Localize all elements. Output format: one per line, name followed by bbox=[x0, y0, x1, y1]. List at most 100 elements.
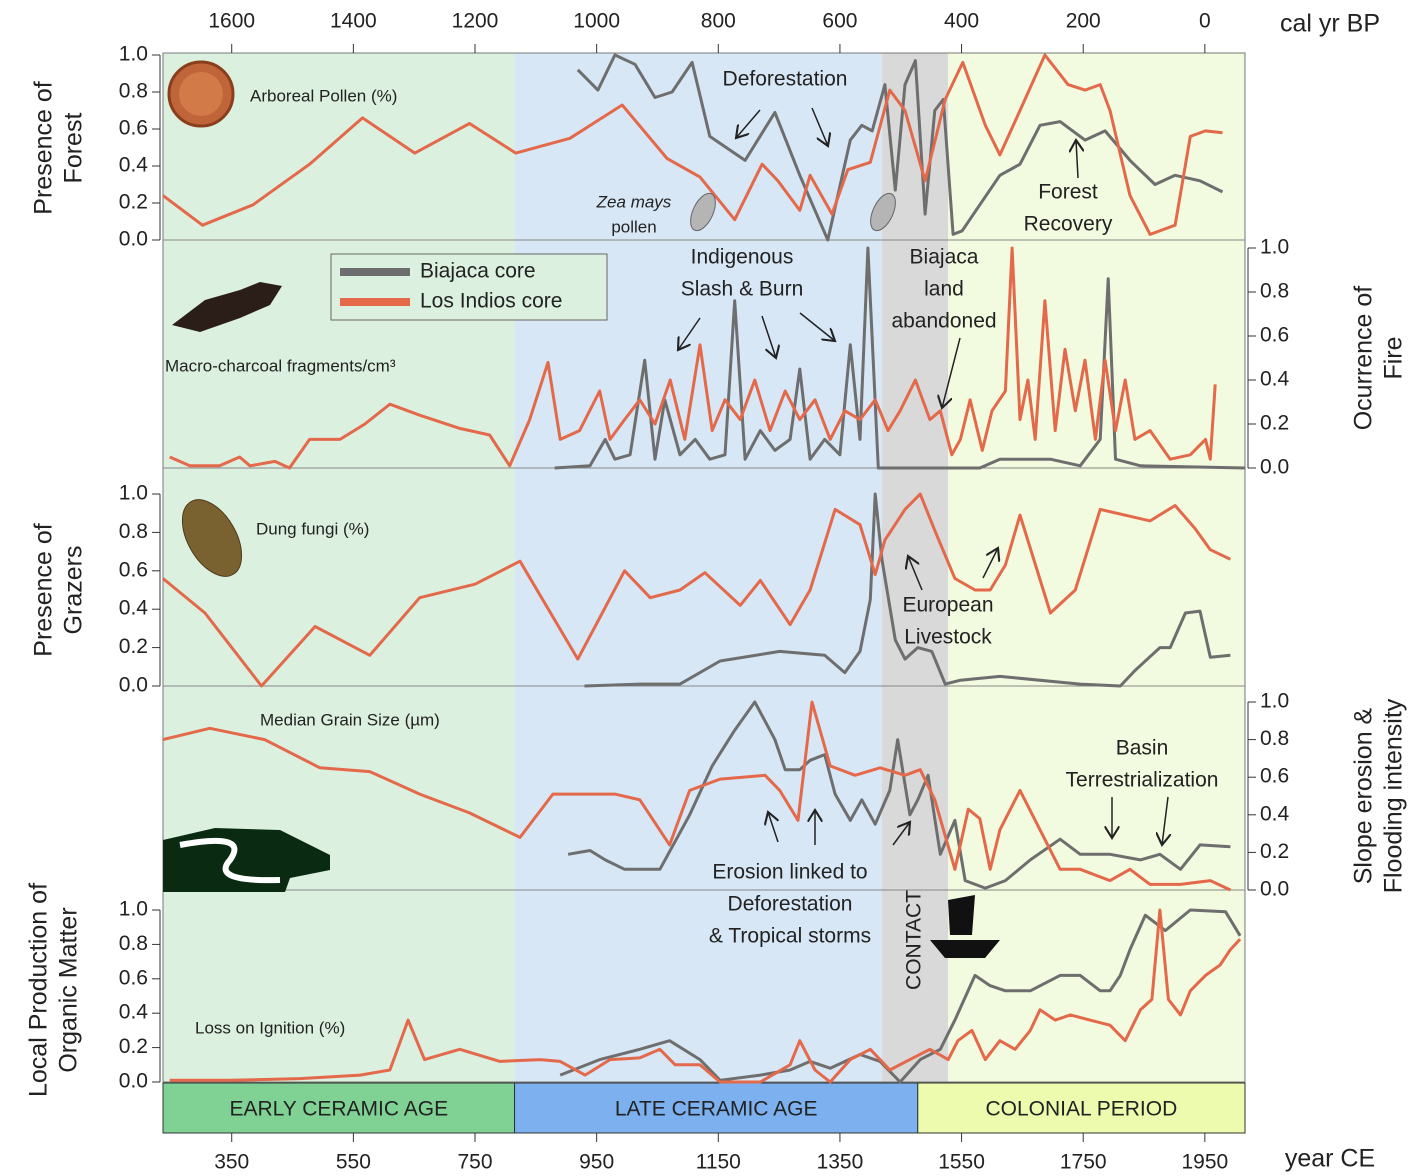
y-tick-label: 0.6 bbox=[119, 966, 148, 989]
y-axis-label: Organic Matter bbox=[55, 907, 83, 1072]
x2-tick-label: 1200 bbox=[452, 10, 499, 33]
annotation: & Tropical storms bbox=[709, 925, 871, 948]
annotation: Median Grain Size (µm) bbox=[260, 710, 440, 729]
y-tick-label: 0.0 bbox=[1260, 878, 1289, 901]
x2-axis-label: cal yr BP bbox=[1280, 10, 1380, 38]
ship-icon bbox=[930, 895, 1000, 958]
x-tick-label: 550 bbox=[336, 1151, 371, 1174]
arrows bbox=[678, 107, 1168, 845]
annotation: Zea mays bbox=[596, 192, 672, 211]
fungi-icon bbox=[181, 499, 243, 577]
data-line bbox=[162, 700, 1232, 892]
y-axis-label: Forest bbox=[60, 113, 88, 184]
y-axis-label: Local Production of bbox=[25, 883, 53, 1097]
y-tick-label: 1.0 bbox=[119, 898, 148, 921]
annotation: Slash & Burn bbox=[681, 278, 804, 301]
x2-tick-label: 0 bbox=[1199, 10, 1211, 33]
x2-tick-label: 1600 bbox=[208, 10, 255, 33]
x2-tick-label: 600 bbox=[822, 10, 857, 33]
y-tick-label: 1.0 bbox=[1260, 236, 1289, 259]
annotation: land bbox=[924, 278, 964, 301]
y-tick-label: 0.4 bbox=[119, 1001, 149, 1024]
annotation: Macro-charcoal fragments/cm³ bbox=[165, 356, 396, 375]
x2-tick-label: 200 bbox=[1066, 10, 1101, 33]
x-tick-label: 1950 bbox=[1181, 1151, 1228, 1174]
maize-icon bbox=[870, 192, 896, 232]
y-tick-label: 0.6 bbox=[119, 117, 148, 140]
annotation: abandoned bbox=[891, 310, 996, 333]
annotation: Recovery bbox=[1024, 213, 1113, 236]
y-axis-label: Grazers bbox=[60, 546, 88, 635]
x2-tick-label: 1400 bbox=[330, 10, 377, 33]
annotation: European bbox=[902, 594, 993, 617]
data-line bbox=[162, 492, 1232, 688]
data-line bbox=[567, 700, 1231, 890]
y-tick-label: 1.0 bbox=[119, 482, 148, 505]
y-axis-label: Slope erosion & bbox=[1350, 707, 1378, 884]
data-line bbox=[162, 53, 1223, 236]
annotation: Arboreal Pollen (%) bbox=[250, 86, 397, 105]
legend-label: Los Indios core bbox=[420, 290, 562, 313]
charcoal-icon bbox=[172, 282, 282, 332]
annotation: Basin bbox=[1116, 737, 1169, 760]
y-tick-label: 0.4 bbox=[119, 154, 149, 177]
x-tick-label: 750 bbox=[457, 1151, 492, 1174]
annotation: Deforestation bbox=[723, 68, 848, 91]
y-tick-label: 0.2 bbox=[1260, 840, 1289, 863]
data-line bbox=[169, 246, 1217, 470]
y-tick-label: 0.2 bbox=[1260, 412, 1289, 435]
y-tick-label: 0.2 bbox=[119, 1035, 148, 1058]
period-label: COLONIAL PERIOD bbox=[986, 1098, 1178, 1121]
period-label: EARLY CERAMIC AGE bbox=[229, 1098, 448, 1121]
y-axis-label: Ocurrence of bbox=[1350, 286, 1378, 431]
y-tick-label: 0.8 bbox=[1260, 280, 1289, 303]
x-tick-label: 1350 bbox=[817, 1151, 864, 1174]
annotation: Forest bbox=[1038, 181, 1098, 204]
period-background bbox=[948, 53, 1245, 1082]
y-tick-label: 0.0 bbox=[119, 674, 148, 697]
y-tick-label: 0.6 bbox=[1260, 765, 1289, 788]
x-tick-label: 1550 bbox=[938, 1151, 985, 1174]
period-label: LATE CERAMIC AGE bbox=[615, 1098, 818, 1121]
legend-box bbox=[330, 253, 608, 321]
y-tick-label: 0.4 bbox=[119, 597, 149, 620]
annotation: pollen bbox=[611, 217, 656, 236]
y-tick-label: 0.6 bbox=[119, 558, 148, 581]
annotation: Erosion linked to bbox=[712, 861, 867, 884]
annotation: Loss on Ignition (%) bbox=[195, 1018, 345, 1037]
x-tick-label: 350 bbox=[214, 1151, 249, 1174]
annotation: Biajaca bbox=[910, 246, 979, 269]
data-line bbox=[554, 246, 1246, 470]
icons bbox=[163, 60, 1000, 958]
x2-tick-label: 1000 bbox=[573, 10, 620, 33]
y-axis-label: Presence of bbox=[30, 523, 58, 656]
annotation: CONTACT bbox=[903, 890, 926, 990]
period-bar bbox=[917, 1082, 1246, 1134]
y-tick-label: 0.8 bbox=[119, 520, 148, 543]
y-tick-label: 0.0 bbox=[1260, 456, 1289, 479]
annotation: Terrestrialization bbox=[1066, 769, 1219, 792]
period-bar bbox=[514, 1082, 919, 1134]
x-axis-label: year CE bbox=[1285, 1145, 1375, 1173]
y-tick-label: 1.0 bbox=[119, 43, 148, 66]
legend-label: Biajaca core bbox=[420, 260, 536, 283]
pollen-icon-inner bbox=[179, 72, 223, 116]
y-tick-label: 0.4 bbox=[1260, 368, 1290, 391]
river-line bbox=[179, 837, 281, 884]
y-tick-label: 0.6 bbox=[1260, 324, 1289, 347]
x2-tick-label: 800 bbox=[701, 10, 736, 33]
y-tick-label: 0.2 bbox=[119, 635, 148, 658]
data-line bbox=[584, 492, 1231, 688]
y-tick-label: 0.0 bbox=[119, 1070, 148, 1093]
x-tick-label: 1150 bbox=[696, 1151, 741, 1174]
data-line bbox=[169, 908, 1242, 1084]
y-axis-label: Fire bbox=[1380, 336, 1408, 379]
annotation: Dung fungi (%) bbox=[256, 519, 369, 538]
legend: Biajaca core Los Indios core bbox=[330, 253, 608, 321]
y-tick-label: 0.8 bbox=[1260, 727, 1289, 750]
y-tick-label: 1.0 bbox=[1260, 690, 1289, 713]
frame bbox=[162, 52, 1246, 1083]
x2-tick-label: 400 bbox=[944, 10, 979, 33]
y-tick-label: 0.8 bbox=[119, 932, 148, 955]
